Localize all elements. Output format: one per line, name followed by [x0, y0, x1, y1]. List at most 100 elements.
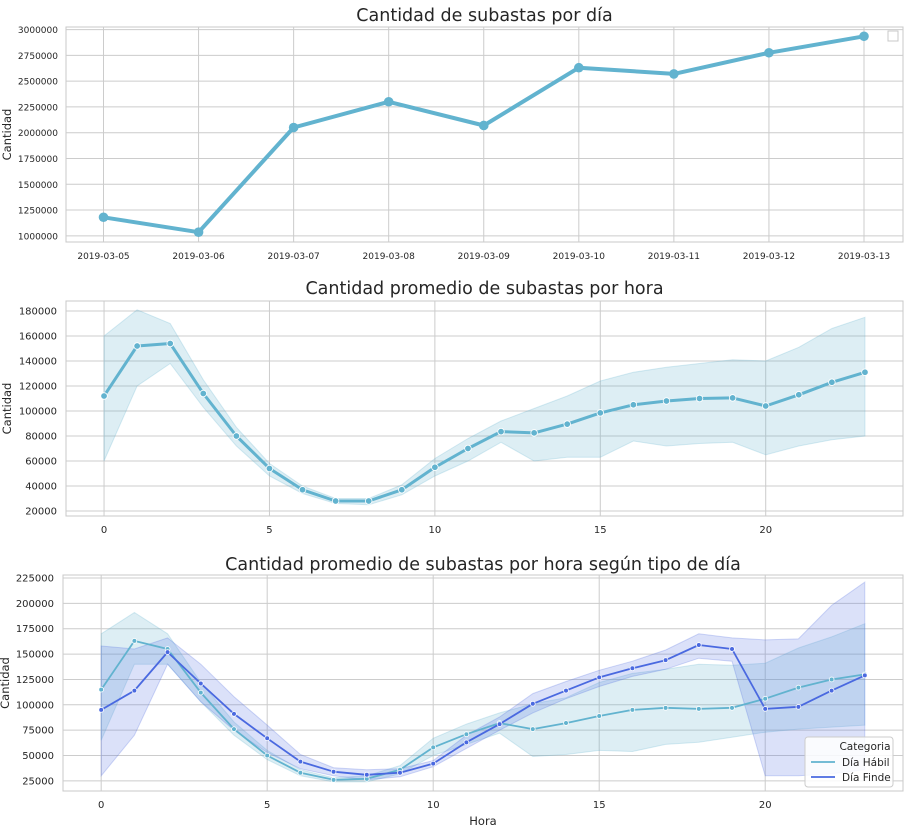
data-point [133, 342, 141, 350]
data-point [497, 427, 505, 436]
data-point [574, 62, 584, 73]
data-point [131, 638, 138, 644]
data-point [729, 705, 735, 711]
data-point [100, 392, 108, 400]
x-tick-label: 20 [759, 800, 772, 811]
hourly-by-daytype-chart: Cantidad promedio de subastas por hora s… [0, 555, 904, 828]
y-tick-label: 125000 [16, 675, 54, 686]
y-tick-label: 2500000 [18, 78, 58, 88]
data-point [231, 711, 237, 717]
data-point [596, 409, 604, 417]
data-point [859, 31, 869, 42]
y-tick-label: 1750000 [18, 155, 58, 165]
data-point [762, 695, 769, 702]
x-tick-label: 2019-03-12 [743, 252, 795, 262]
y-tick-label: 60000 [25, 457, 57, 468]
data-point [232, 432, 241, 440]
hourly-chart: Cantidad promedio de subastas por hora C… [0, 279, 904, 536]
series-line [102, 342, 866, 503]
data-point [696, 706, 702, 712]
series-line [100, 640, 865, 781]
data-point [696, 642, 702, 648]
data-point [530, 429, 538, 437]
data-point [265, 464, 274, 473]
x-tick-label: 2019-03-06 [172, 252, 225, 262]
data-point [478, 120, 489, 131]
data-point [695, 394, 704, 403]
data-point [193, 227, 204, 238]
y-tick-label: 140000 [19, 357, 57, 368]
data-point [330, 768, 337, 775]
legend-frame [804, 736, 894, 788]
x-tick-label: 2019-03-11 [648, 252, 700, 262]
y-tick-label: 25000 [22, 776, 54, 787]
y-tick-label: 1500000 [18, 181, 58, 191]
chart-title: Cantidad promedio de subastas por hora [305, 279, 663, 299]
x-tick-label: 15 [594, 525, 607, 536]
data-point [197, 689, 204, 696]
legend-box [887, 30, 899, 42]
legend-label-finde: Día Finde [842, 772, 891, 784]
x-tick-label: 2019-03-09 [458, 252, 511, 262]
data-point [166, 339, 174, 348]
data-point [297, 769, 304, 776]
x-axis-label: Hora [469, 814, 496, 828]
y-tick-label: 200000 [16, 599, 54, 610]
x-tick-label: 2019-03-13 [838, 252, 890, 262]
x-tick-label: 0 [101, 525, 107, 536]
data-point [397, 769, 403, 776]
data-point [563, 687, 569, 694]
x-tick-label: 15 [593, 800, 606, 811]
data-point [98, 707, 104, 713]
y-tick-label: 80000 [25, 432, 57, 443]
data-point [98, 686, 104, 693]
chart-title: Cantidad promedio de subastas por hora s… [225, 555, 741, 575]
data-point [828, 676, 835, 683]
data-point [762, 402, 770, 410]
data-point [764, 47, 774, 58]
data-point [199, 389, 207, 398]
y-tick-label: 2750000 [18, 52, 58, 62]
data-point [762, 706, 769, 712]
data-point [629, 707, 636, 713]
x-tick-label: 10 [427, 800, 440, 811]
y-axis-label: Cantidad [0, 109, 14, 161]
plot-frame [62, 574, 904, 792]
data-point [662, 657, 669, 663]
data-point [729, 646, 735, 652]
y-tick-label: 20000 [25, 507, 57, 518]
data-point [530, 700, 536, 707]
data-point [563, 720, 569, 726]
series-line [100, 644, 866, 776]
legend-label-habil: Día Hábil [842, 757, 890, 769]
data-point [463, 739, 470, 746]
data-point [828, 378, 836, 386]
data-point [298, 486, 307, 494]
data-point [264, 735, 270, 742]
data-point [861, 368, 869, 376]
y-tick-label: 175000 [16, 624, 54, 635]
x-tick-label: 5 [264, 800, 270, 811]
y-axis-label: Cantidad [0, 657, 12, 709]
data-point [496, 721, 503, 727]
y-tick-label: 120000 [19, 382, 57, 393]
data-point [98, 212, 109, 223]
y-tick-label: 160000 [19, 332, 57, 343]
data-point [662, 705, 669, 711]
x-tick-label: 2019-03-05 [77, 252, 129, 262]
data-point [398, 486, 406, 494]
y-tick-label: 225000 [16, 574, 54, 585]
y-tick-label: 2000000 [18, 129, 58, 139]
plot-frame [65, 26, 904, 243]
data-point [629, 665, 636, 672]
data-point [297, 758, 304, 765]
data-point [164, 649, 171, 655]
data-point [669, 69, 679, 79]
data-point [596, 674, 603, 681]
y-tick-label: 75000 [22, 726, 54, 737]
data-point [288, 122, 299, 133]
legend-title: Categoria [839, 741, 890, 753]
data-point [431, 463, 439, 471]
plot-frame [65, 300, 904, 517]
